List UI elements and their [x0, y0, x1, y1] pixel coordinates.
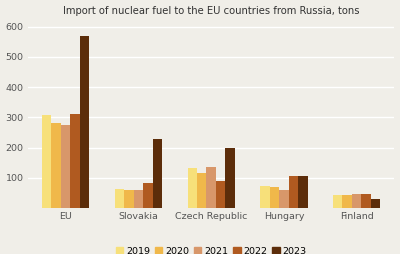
Bar: [270, 187, 279, 208]
Bar: [188, 168, 197, 208]
Legend: 2019, 2020, 2021, 2022, 2023: 2019, 2020, 2021, 2022, 2023: [112, 243, 310, 254]
Bar: [225, 148, 235, 208]
Bar: [289, 177, 298, 208]
Bar: [124, 190, 134, 208]
Bar: [70, 114, 80, 208]
Bar: [115, 188, 124, 208]
Bar: [52, 123, 61, 208]
Bar: [352, 194, 361, 208]
Bar: [260, 186, 270, 208]
Bar: [134, 190, 143, 208]
Title: Import of nuclear fuel to the EU countries from Russia, tons: Import of nuclear fuel to the EU countri…: [63, 6, 359, 15]
Bar: [61, 125, 70, 208]
Bar: [143, 183, 152, 208]
Bar: [333, 195, 342, 208]
Bar: [80, 36, 89, 208]
Bar: [197, 172, 206, 208]
Bar: [216, 181, 225, 208]
Bar: [206, 167, 216, 208]
Bar: [279, 190, 289, 208]
Bar: [342, 195, 352, 208]
Bar: [361, 194, 371, 208]
Bar: [371, 199, 380, 208]
Bar: [152, 139, 162, 208]
Bar: [42, 115, 52, 208]
Bar: [298, 177, 308, 208]
